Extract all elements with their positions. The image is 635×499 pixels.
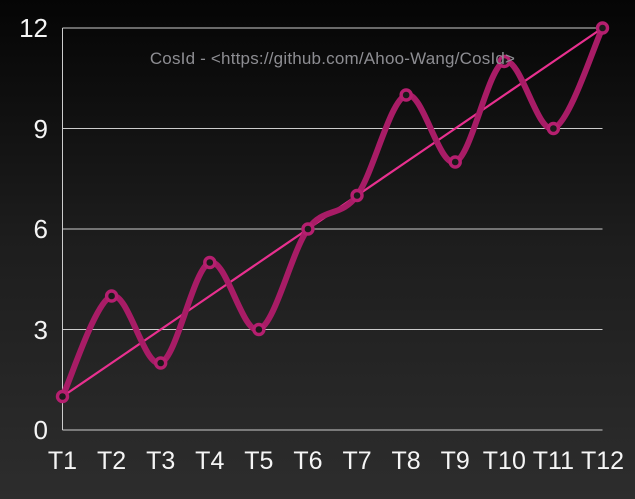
x-tick-label-T1: T1 [47, 447, 78, 475]
x-tick-label-T2: T2 [96, 447, 127, 475]
x-tick-label-T7: T7 [342, 447, 372, 475]
data-point-T6 [301, 222, 315, 236]
x-tick-label-T3: T3 [146, 447, 176, 475]
data-point-T10 [497, 54, 512, 69]
data-point-T1 [55, 389, 70, 404]
data-point-T11 [546, 121, 561, 136]
data-point-T2 [104, 289, 119, 303]
x-tick-label-T8: T8 [391, 447, 421, 475]
x-tick-label-T4: T4 [195, 447, 225, 475]
series-cosid-generated-sequence [59, 25, 606, 400]
chart-title: CosId - <https://github.com/Ahoo-Wang/Co… [149, 49, 516, 68]
x-tick-label-T9: T9 [440, 447, 470, 475]
x-tick-label-T10: T10 [482, 447, 526, 475]
data-point-T9 [448, 155, 462, 169]
x-tick-label-T6: T6 [293, 447, 323, 475]
x-tick-label-T11: T11 [532, 447, 575, 475]
y-tick-label-12: 12 [19, 13, 48, 43]
data-point-T5 [252, 322, 266, 337]
data-point-T12 [595, 21, 610, 35]
y-tick-label-9: 9 [33, 113, 48, 144]
y-tick-label-0: 0 [33, 415, 48, 445]
x-tick-label-T12: T12 [580, 447, 625, 475]
data-point-T8 [399, 88, 413, 102]
y-tick-label-6: 6 [33, 214, 48, 244]
data-point-T7 [350, 188, 364, 203]
data-point-T4 [203, 255, 217, 270]
y-tick-label-3: 3 [33, 314, 48, 345]
data-point-T3 [153, 356, 168, 370]
x-tick-label-T5: T5 [244, 447, 274, 475]
